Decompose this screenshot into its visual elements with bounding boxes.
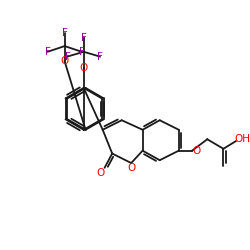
Text: F: F [97,52,103,62]
Text: F: F [44,47,51,57]
Text: F: F [64,52,70,62]
Text: F: F [62,28,68,38]
Text: F: F [81,32,86,42]
Text: O: O [60,56,69,66]
Text: O: O [127,163,135,173]
Text: O: O [192,146,200,156]
Text: OH: OH [234,134,250,144]
Text: O: O [80,63,88,73]
Text: F: F [79,47,85,57]
Text: O: O [96,168,104,178]
